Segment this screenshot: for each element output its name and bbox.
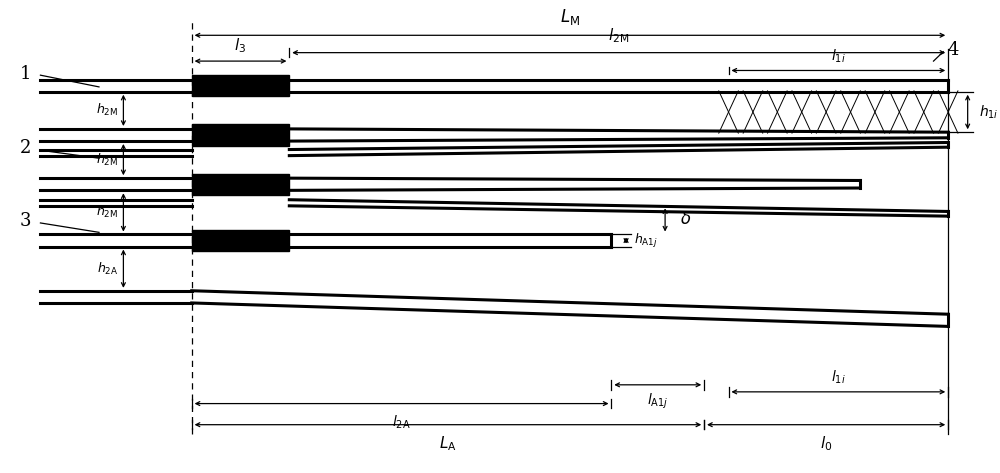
Text: $h_{2\mathrm{M}}$: $h_{2\mathrm{M}}$ <box>96 151 119 167</box>
Text: $L_\mathrm{M}$: $L_\mathrm{M}$ <box>560 7 580 27</box>
Text: $h_{2\mathrm{A}}$: $h_{2\mathrm{A}}$ <box>97 261 119 277</box>
Text: $l_3$: $l_3$ <box>234 36 247 54</box>
Text: $l_{2\mathrm{M}}$: $l_{2\mathrm{M}}$ <box>608 26 629 45</box>
Text: 2: 2 <box>20 139 31 157</box>
Polygon shape <box>192 124 289 146</box>
Text: $L_\mathrm{A}$: $L_\mathrm{A}$ <box>439 434 457 453</box>
Text: $h_{\mathrm{A}1j}$: $h_{\mathrm{A}1j}$ <box>634 232 658 250</box>
Text: $l_{1i}$: $l_{1i}$ <box>831 369 846 386</box>
Text: $\delta$: $\delta$ <box>680 211 691 228</box>
Polygon shape <box>192 230 289 251</box>
Polygon shape <box>192 75 289 96</box>
Text: 1: 1 <box>20 65 32 83</box>
Text: $l_{\mathrm{A}1j}$: $l_{\mathrm{A}1j}$ <box>647 392 668 411</box>
Polygon shape <box>192 174 289 195</box>
Text: 4: 4 <box>947 41 959 59</box>
Text: $h_{2\mathrm{M}}$: $h_{2\mathrm{M}}$ <box>96 102 119 118</box>
Text: $h_{1i}$: $h_{1i}$ <box>979 103 999 121</box>
Text: 3: 3 <box>20 211 32 229</box>
Text: $l_{1i}$: $l_{1i}$ <box>831 47 846 65</box>
Text: $l_{2\mathrm{A}}$: $l_{2\mathrm{A}}$ <box>392 414 411 431</box>
Text: $h_{2\mathrm{M}}$: $h_{2\mathrm{M}}$ <box>96 204 119 220</box>
Text: $l_0$: $l_0$ <box>820 434 832 453</box>
